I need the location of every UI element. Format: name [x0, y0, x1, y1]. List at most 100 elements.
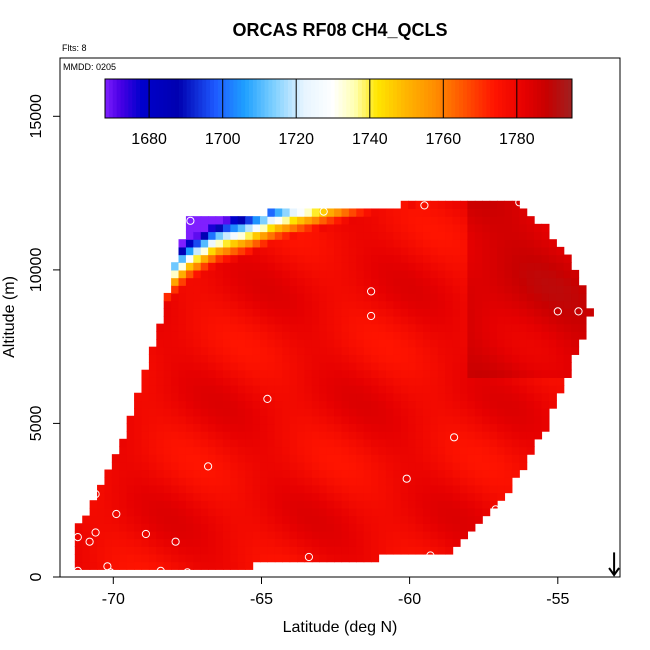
- heatmap-cell: [297, 377, 306, 386]
- heatmap-cell: [511, 200, 520, 210]
- heatmap-cell: [519, 438, 528, 448]
- heatmap-cell: [134, 507, 143, 517]
- heatmap-cell: [245, 285, 254, 294]
- heatmap-cell: [348, 331, 357, 340]
- heatmap-cell: [215, 530, 224, 540]
- heatmap-cell: [156, 461, 165, 471]
- heatmap-cell: [563, 285, 572, 294]
- heatmap-cell: [230, 415, 239, 425]
- heatmap-cell: [430, 369, 439, 378]
- heatmap-cell: [156, 530, 165, 540]
- heatmap-cell: [311, 231, 320, 240]
- heatmap-cell: [289, 285, 298, 294]
- heatmap-cell: [260, 216, 269, 225]
- sample-point: [319, 207, 328, 216]
- heatmap-cell: [511, 223, 520, 233]
- heatmap-cell: [548, 346, 557, 355]
- heatmap-cell: [578, 308, 587, 317]
- heatmap-cell: [185, 446, 194, 455]
- heatmap-cell: [119, 530, 128, 540]
- heatmap-cell: [341, 308, 350, 317]
- heatmap-cell: [319, 523, 328, 532]
- heatmap-cell: [171, 354, 180, 363]
- heatmap-cell: [267, 369, 276, 378]
- heatmap-cell: [497, 231, 506, 240]
- heatmap-cell: [341, 315, 350, 325]
- heatmap-cell: [178, 484, 187, 494]
- heatmap-cell: [400, 515, 409, 524]
- heatmap-cell: [341, 415, 350, 425]
- heatmap-cell: [274, 477, 283, 486]
- heatmap-cell: [260, 292, 269, 302]
- colorbar-segment: [463, 79, 468, 118]
- heatmap-cell: [297, 277, 306, 286]
- heatmap-cell: [356, 377, 365, 386]
- heatmap-cell: [460, 438, 469, 448]
- heatmap-cell: [319, 300, 328, 309]
- colorbar-segment: [291, 79, 297, 118]
- heatmap-cell: [237, 254, 246, 263]
- heatmap-cell: [497, 262, 506, 271]
- heatmap-cell: [267, 469, 276, 478]
- heatmap-cell: [452, 423, 461, 432]
- heatmap-cell: [415, 254, 424, 263]
- heatmap-cell: [519, 315, 528, 325]
- heatmap-cell: [245, 262, 254, 271]
- heatmap-cell: [141, 415, 150, 425]
- heatmap-cell: [311, 454, 320, 463]
- heatmap-cell: [526, 354, 535, 363]
- heatmap-cell: [334, 246, 343, 256]
- colorbar-segment: [112, 79, 118, 118]
- heatmap-cell: [563, 254, 572, 263]
- colorbar: 1680 1700 1720 1740 1760 1780: [104, 78, 573, 148]
- heatmap-cell: [89, 561, 98, 570]
- heatmap-cell: [422, 461, 431, 471]
- heatmap-cell: [474, 492, 483, 501]
- heatmap-cell: [252, 500, 261, 509]
- heatmap-cell: [289, 553, 298, 563]
- heatmap-cell: [141, 423, 150, 432]
- sample-point: [112, 509, 121, 519]
- heatmap-cell: [215, 269, 224, 279]
- heatmap-cell: [356, 277, 365, 286]
- heatmap-cell: [237, 269, 246, 279]
- heatmap-cell: [104, 523, 113, 532]
- heatmap-cell: [134, 492, 143, 501]
- heatmap-cell: [237, 515, 246, 524]
- heatmap-cell: [267, 553, 276, 563]
- heatmap-cell: [511, 239, 520, 248]
- heatmap-cell: [185, 362, 194, 371]
- heatmap-cell: [200, 530, 209, 540]
- heatmap-cell: [437, 254, 446, 263]
- heatmap-cell: [178, 369, 187, 378]
- heatmap-cell: [474, 507, 483, 517]
- colorbar-segment: [334, 79, 339, 118]
- heatmap-cell: [356, 546, 365, 555]
- heatmap-cell: [363, 254, 372, 263]
- heatmap-cell: [178, 385, 187, 394]
- heatmap-cell: [578, 323, 587, 332]
- heatmap-cell: [178, 392, 187, 402]
- heatmap-cell: [274, 553, 283, 563]
- heatmap-cell: [111, 561, 120, 570]
- heatmap-cell: [356, 246, 365, 256]
- heatmap-cell: [556, 292, 565, 302]
- heatmap-cell: [282, 354, 291, 363]
- heatmap-cell: [348, 262, 357, 271]
- heatmap-cell: [489, 454, 498, 463]
- sample-point: [186, 216, 195, 225]
- heatmap-cell: [260, 323, 269, 332]
- heatmap-cell: [230, 277, 239, 286]
- heatmap-cell: [326, 277, 335, 286]
- heatmap-cell: [356, 484, 365, 494]
- heatmap-cell: [311, 530, 320, 540]
- heatmap-cells: [74, 200, 594, 570]
- heatmap-cell: [541, 269, 550, 279]
- heatmap-cell: [548, 239, 557, 248]
- heatmap-cell: [526, 239, 535, 248]
- colorbar-segment: [369, 79, 375, 118]
- heatmap-cell: [437, 423, 446, 432]
- heatmap-cell: [541, 331, 550, 340]
- heatmap-cell: [245, 331, 254, 340]
- heatmap-cell: [511, 369, 520, 378]
